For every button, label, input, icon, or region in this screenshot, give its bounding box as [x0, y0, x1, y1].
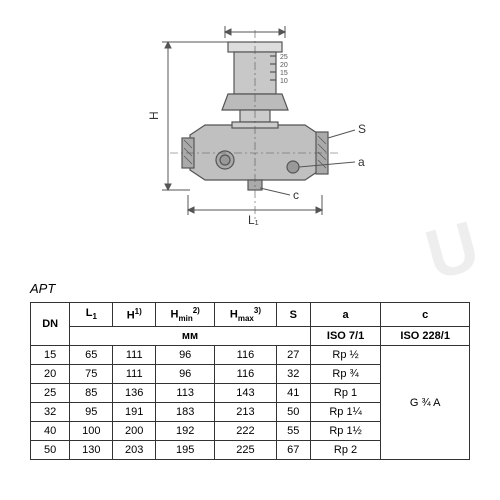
cell: 55 — [276, 422, 310, 441]
col-Hmin: Hmin2) — [156, 303, 215, 327]
cell: 100 — [70, 422, 113, 441]
cell: 41 — [276, 384, 310, 403]
dim-label-H: H — [147, 111, 161, 120]
col-a: a — [310, 303, 381, 327]
cell: 111 — [113, 346, 156, 365]
dim-label-S: S — [358, 122, 366, 136]
dim-label-L1: L₁ — [248, 213, 259, 227]
cell: 75 — [70, 365, 113, 384]
scale-mark: 15 — [280, 70, 288, 77]
valve-diagram: 25 20 15 10 — [30, 20, 470, 240]
cell: 213 — [215, 403, 277, 422]
table-row: 15 65 111 96 116 27 Rp ½ G ¾ A — [31, 346, 470, 365]
cell: Rp 1 — [310, 384, 381, 403]
cell: 136 — [113, 384, 156, 403]
cell: 183 — [156, 403, 215, 422]
dim-label-c: c — [293, 188, 299, 202]
cell: 203 — [113, 441, 156, 460]
col-DN: DN — [31, 303, 70, 346]
table-unit-row: мм ISO 7/1 ISO 228/1 — [31, 327, 470, 346]
cell: 32 — [276, 365, 310, 384]
cell: Rp 1½ — [310, 422, 381, 441]
cell: 50 — [31, 441, 70, 460]
dimensions-table: DN L1 H1) Hmin2) Hmax3) S a c мм ISO 7/1… — [30, 302, 470, 460]
cell: 95 — [70, 403, 113, 422]
cell: 225 — [215, 441, 277, 460]
cell: 200 — [113, 422, 156, 441]
cell: 67 — [276, 441, 310, 460]
cell: Rp ½ — [310, 346, 381, 365]
table-title: APT — [30, 281, 470, 296]
cell: 96 — [156, 346, 215, 365]
col-c: c — [381, 303, 470, 327]
col-H1: H1) — [113, 303, 156, 327]
cell: 222 — [215, 422, 277, 441]
unit-a: ISO 7/1 — [310, 327, 381, 346]
scale-mark: 10 — [280, 78, 288, 85]
cell: 143 — [215, 384, 277, 403]
unit-mm: мм — [70, 327, 310, 346]
cell: 20 — [31, 365, 70, 384]
cell: 32 — [31, 403, 70, 422]
cell: 130 — [70, 441, 113, 460]
cell: 25 — [31, 384, 70, 403]
cell: 65 — [70, 346, 113, 365]
table-header-row: DN L1 H1) Hmin2) Hmax3) S a c — [31, 303, 470, 327]
cell: 15 — [31, 346, 70, 365]
scale-mark: 25 — [280, 54, 288, 61]
unit-c: ISO 228/1 — [381, 327, 470, 346]
dim-label-a: a — [358, 155, 365, 169]
cell: Rp ¾ — [310, 365, 381, 384]
cell: 27 — [276, 346, 310, 365]
cell: 192 — [156, 422, 215, 441]
cell-c-merged: G ¾ A — [381, 346, 470, 460]
col-L1: L1 — [70, 303, 113, 327]
dimensions-table-area: APT DN L1 H1) Hmin2) Hmax3) S a c мм ISO… — [30, 281, 470, 460]
scale-mark: 20 — [280, 62, 288, 69]
cell: Rp 1¼ — [310, 403, 381, 422]
col-Hmax: Hmax3) — [215, 303, 277, 327]
cell: 50 — [276, 403, 310, 422]
cell: 111 — [113, 365, 156, 384]
cell: 195 — [156, 441, 215, 460]
cell: 40 — [31, 422, 70, 441]
cell: 116 — [215, 346, 277, 365]
cell: 85 — [70, 384, 113, 403]
cell: 116 — [215, 365, 277, 384]
col-S: S — [276, 303, 310, 327]
valve-svg: 25 20 15 10 — [110, 20, 390, 240]
cell: 191 — [113, 403, 156, 422]
cell: 113 — [156, 384, 215, 403]
cell: Rp 2 — [310, 441, 381, 460]
cell: 96 — [156, 365, 215, 384]
